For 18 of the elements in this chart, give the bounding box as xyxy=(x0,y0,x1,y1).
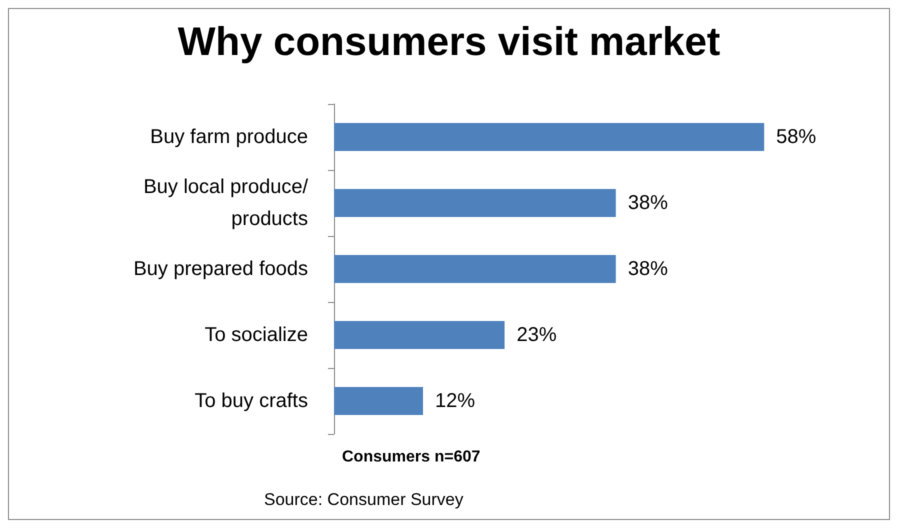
data-label: 38% xyxy=(628,258,668,280)
bar xyxy=(334,255,616,283)
y-tick-label: Buy farm produce xyxy=(150,126,308,148)
data-label: 23% xyxy=(516,324,557,346)
bar xyxy=(334,321,505,349)
y-tick-label: Buy local produce/products xyxy=(143,176,308,230)
y-tick-label: Buy prepared foods xyxy=(133,258,308,280)
bar xyxy=(334,387,423,415)
x-axis-title: Consumers n=607 xyxy=(342,448,480,466)
y-tick-label: To socialize xyxy=(204,324,308,346)
data-label: 38% xyxy=(628,192,668,214)
data-label: 12% xyxy=(435,390,476,412)
data-label: 58% xyxy=(776,126,816,148)
chart-title: Why consumers visit market xyxy=(178,20,720,64)
source-note: Source: Consumer Survey xyxy=(264,490,464,509)
bar xyxy=(334,123,764,151)
y-tick-label: To buy crafts xyxy=(194,390,308,412)
bar xyxy=(334,189,616,217)
